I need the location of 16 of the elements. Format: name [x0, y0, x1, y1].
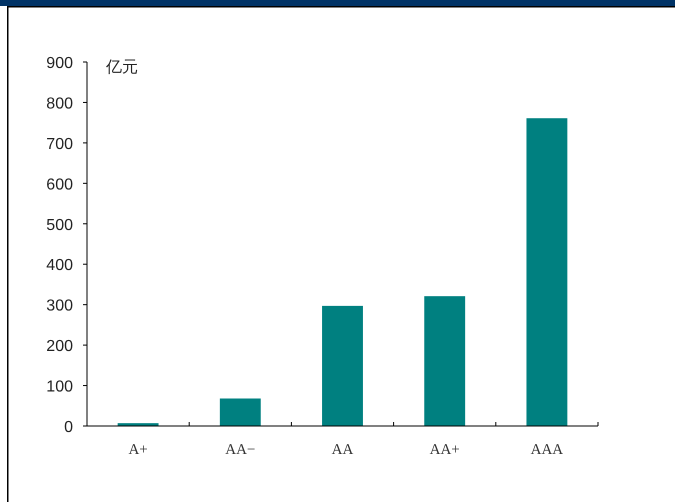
- y-tick-label: 400: [46, 257, 74, 274]
- y-axis-title: 亿元: [105, 59, 138, 76]
- x-tick-label: AA: [332, 442, 354, 458]
- y-tick-label: 200: [46, 338, 74, 356]
- y-tick-label: 800: [46, 95, 74, 112]
- y-tick-label: 500: [46, 216, 74, 234]
- x-tick-label: AA+: [430, 442, 460, 458]
- x-tick-label: AAA: [530, 442, 564, 458]
- y-tick-label: 700: [46, 136, 74, 153]
- y-tick-label: 300: [46, 298, 74, 315]
- y-tick-label: 900: [46, 55, 74, 72]
- y-tick-label: 0: [64, 419, 74, 436]
- y-tick-label: 100: [46, 378, 74, 396]
- x-tick-label: A+: [128, 442, 148, 458]
- y-tick-label: 600: [46, 176, 74, 194]
- x-tick-label: AA−: [225, 442, 256, 458]
